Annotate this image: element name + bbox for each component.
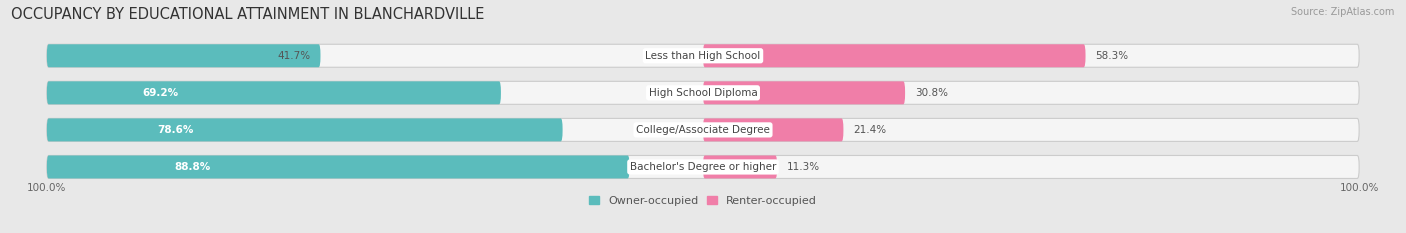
FancyBboxPatch shape [703,155,778,178]
Text: 78.6%: 78.6% [157,125,194,135]
Text: OCCUPANCY BY EDUCATIONAL ATTAINMENT IN BLANCHARDVILLE: OCCUPANCY BY EDUCATIONAL ATTAINMENT IN B… [11,7,485,22]
FancyBboxPatch shape [703,118,844,141]
Text: 88.8%: 88.8% [174,162,211,172]
FancyBboxPatch shape [46,44,321,67]
Text: 100.0%: 100.0% [27,183,66,193]
Text: 41.7%: 41.7% [277,51,311,61]
FancyBboxPatch shape [703,44,1085,67]
FancyBboxPatch shape [46,118,562,141]
FancyBboxPatch shape [46,155,630,178]
Text: Less than High School: Less than High School [645,51,761,61]
Text: 58.3%: 58.3% [1095,51,1129,61]
Text: College/Associate Degree: College/Associate Degree [636,125,770,135]
FancyBboxPatch shape [46,155,1360,178]
FancyBboxPatch shape [46,81,1360,104]
Text: 21.4%: 21.4% [853,125,886,135]
Text: 100.0%: 100.0% [1340,183,1379,193]
FancyBboxPatch shape [703,81,905,104]
Text: Bachelor's Degree or higher: Bachelor's Degree or higher [630,162,776,172]
FancyBboxPatch shape [46,81,501,104]
Text: 11.3%: 11.3% [787,162,820,172]
Legend: Owner-occupied, Renter-occupied: Owner-occupied, Renter-occupied [585,191,821,210]
FancyBboxPatch shape [46,118,1360,141]
Text: 30.8%: 30.8% [915,88,948,98]
Text: High School Diploma: High School Diploma [648,88,758,98]
Text: 69.2%: 69.2% [142,88,179,98]
FancyBboxPatch shape [46,44,1360,67]
Text: Source: ZipAtlas.com: Source: ZipAtlas.com [1291,7,1395,17]
